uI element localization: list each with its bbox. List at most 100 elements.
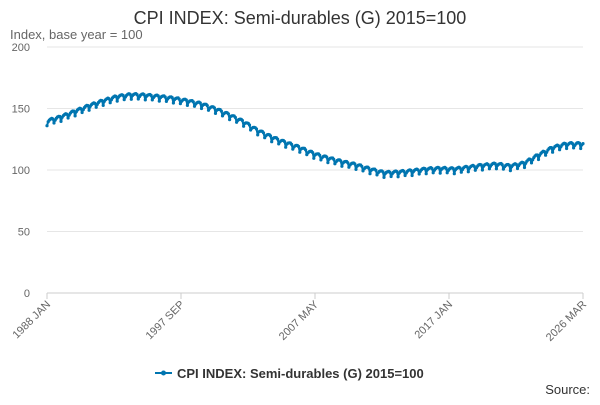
data-point[interactable] [521, 161, 525, 165]
data-point[interactable] [226, 112, 230, 116]
data-point[interactable] [283, 140, 287, 144]
data-point[interactable] [149, 93, 153, 98]
data-point[interactable] [135, 93, 139, 97]
data-point[interactable] [212, 106, 216, 110]
data-point[interactable] [213, 111, 218, 115]
data-point[interactable] [325, 155, 329, 159]
data-point[interactable] [508, 169, 512, 173]
data-point[interactable] [494, 167, 498, 171]
data-point[interactable] [493, 162, 497, 166]
data-point[interactable] [108, 101, 112, 105]
data-point[interactable] [367, 166, 371, 170]
data-point[interactable] [270, 140, 274, 144]
data-point[interactable] [579, 146, 583, 151]
data-point[interactable] [242, 124, 246, 128]
data-point[interactable] [115, 99, 119, 103]
data-point[interactable] [544, 153, 548, 157]
data-point[interactable] [368, 172, 372, 176]
data-point[interactable] [458, 166, 462, 170]
data-point[interactable] [374, 168, 378, 172]
data-point[interactable] [128, 92, 132, 96]
data-point[interactable] [129, 97, 133, 101]
data-point[interactable] [312, 156, 316, 160]
data-point[interactable] [396, 175, 400, 179]
data-point[interactable] [170, 96, 174, 100]
data-point[interactable] [473, 168, 477, 172]
data-point[interactable] [402, 169, 406, 173]
data-point[interactable] [191, 100, 195, 104]
data-point[interactable] [219, 109, 223, 113]
data-point[interactable] [198, 101, 202, 105]
data-point[interactable] [424, 172, 428, 176]
data-point[interactable] [72, 109, 76, 113]
data-point[interactable] [536, 157, 541, 162]
data-point[interactable] [121, 93, 125, 97]
data-point[interactable] [500, 163, 504, 167]
data-point[interactable] [304, 148, 308, 152]
data-point[interactable] [318, 153, 322, 157]
data-point[interactable] [395, 170, 399, 174]
data-point[interactable] [558, 148, 562, 152]
data-point[interactable] [431, 171, 435, 175]
data-point[interactable] [143, 98, 147, 102]
data-point[interactable] [94, 105, 98, 109]
data-point[interactable] [156, 94, 160, 98]
legend[interactable]: CPI INDEX: Semi-durables (G) 2015=100 [155, 366, 424, 381]
data-point[interactable] [332, 157, 336, 161]
data-point[interactable] [233, 115, 237, 120]
data-point[interactable] [157, 99, 161, 103]
data-point[interactable] [52, 121, 56, 125]
data-point[interactable] [45, 124, 49, 128]
data-point[interactable] [388, 170, 392, 174]
data-point[interactable] [551, 150, 555, 154]
data-point[interactable] [459, 170, 463, 174]
data-point[interactable] [445, 171, 449, 175]
data-point[interactable] [522, 165, 527, 170]
data-point[interactable] [107, 97, 111, 101]
data-point[interactable] [528, 157, 532, 161]
data-point[interactable] [101, 103, 105, 107]
data-point[interactable] [184, 98, 188, 102]
data-point[interactable] [581, 142, 585, 146]
data-point[interactable] [444, 166, 448, 170]
data-point[interactable] [417, 172, 421, 176]
data-point[interactable] [298, 150, 302, 154]
data-point[interactable] [507, 163, 511, 167]
data-point[interactable] [403, 173, 407, 178]
data-point[interactable] [381, 170, 385, 174]
data-point[interactable] [326, 161, 330, 165]
data-point[interactable] [268, 134, 273, 138]
data-point[interactable] [410, 173, 414, 178]
data-point[interactable] [353, 162, 357, 166]
data-point[interactable] [136, 97, 140, 101]
data-point[interactable] [452, 172, 456, 176]
data-point[interactable] [437, 166, 441, 170]
data-point[interactable] [487, 167, 491, 171]
data-point[interactable] [73, 114, 77, 118]
data-point[interactable] [340, 164, 344, 168]
data-point[interactable] [311, 151, 315, 155]
data-point[interactable] [150, 98, 154, 102]
data-point[interactable] [466, 170, 470, 174]
data-point[interactable] [354, 167, 358, 171]
data-point[interactable] [430, 166, 434, 171]
data-point[interactable] [276, 137, 280, 141]
data-point[interactable] [451, 166, 455, 170]
data-point[interactable] [66, 116, 70, 120]
data-point[interactable] [261, 131, 266, 135]
data-point[interactable] [572, 146, 576, 150]
data-point[interactable] [438, 171, 442, 175]
data-point[interactable] [114, 94, 118, 98]
data-point[interactable] [284, 145, 288, 149]
data-point[interactable] [465, 165, 469, 169]
data-point[interactable] [360, 164, 364, 168]
data-point[interactable] [199, 106, 204, 111]
data-point[interactable] [565, 146, 569, 151]
data-point[interactable] [290, 142, 294, 146]
data-point[interactable] [254, 127, 259, 131]
data-point[interactable] [472, 164, 476, 168]
data-point[interactable] [177, 97, 181, 101]
data-point[interactable] [142, 93, 146, 97]
data-point[interactable] [486, 163, 490, 167]
data-point[interactable] [563, 142, 568, 146]
